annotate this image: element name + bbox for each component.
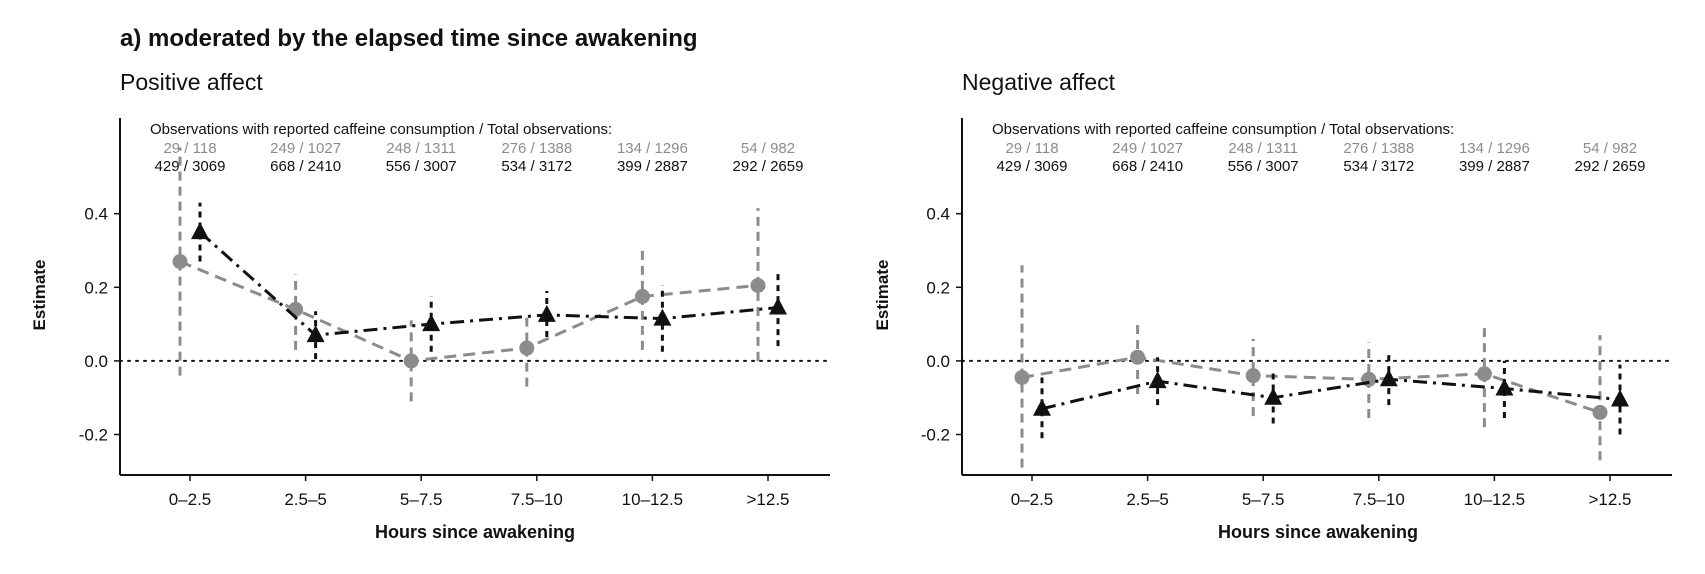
obs-count-caffeine: 249 / 1027: [1112, 140, 1183, 157]
y-tick-label: -0.2: [921, 426, 950, 445]
data-point-circle: [1130, 349, 1146, 365]
y-tick-label: 0.2: [84, 278, 108, 297]
obs-count-total: 556 / 3007: [386, 158, 457, 175]
data-point-circle: [1476, 366, 1492, 382]
panel-title: Positive affect: [120, 69, 263, 95]
series-line-black: [1041, 377, 1621, 411]
panel-positive-affect: Positive affect Observations with report…: [30, 69, 831, 542]
y-tick-label: 0.4: [84, 205, 108, 224]
data-point-circle: [403, 353, 419, 369]
obs-count-total: 292 / 2659: [1575, 158, 1646, 175]
data-point-triangle: [537, 304, 556, 322]
x-tick-label: 2.5–5: [1126, 490, 1169, 509]
x-tick-label: 7.5–10: [1353, 490, 1405, 509]
x-tick-label: 5–7.5: [1242, 490, 1285, 509]
x-tick-label: 0–2.5: [169, 490, 212, 509]
obs-count-total: 534 / 3172: [501, 158, 572, 175]
x-tick-label: 2.5–5: [284, 490, 327, 509]
data-point-circle: [519, 340, 535, 356]
obs-count-total: 668 / 2410: [1112, 158, 1183, 175]
y-tick-label: -0.2: [79, 426, 108, 445]
x-tick-label: 7.5–10: [511, 490, 563, 509]
obs-count-total: 429 / 3069: [997, 158, 1068, 175]
obs-count-total: 429 / 3069: [155, 158, 226, 175]
obs-count-total: 556 / 3007: [1228, 158, 1299, 175]
data-point-triangle: [306, 325, 325, 343]
obs-count-total: 292 / 2659: [733, 158, 804, 175]
data-point-triangle: [653, 308, 672, 326]
obs-count-caffeine: 54 / 982: [1583, 140, 1637, 157]
data-point-triangle: [1379, 369, 1398, 387]
series-line-black: [199, 230, 779, 337]
data-point-circle: [1245, 368, 1261, 384]
data-point-circle: [750, 277, 766, 293]
obs-count-caffeine: 248 / 1311: [1228, 140, 1298, 157]
obs-count-caffeine: 276 / 1388: [501, 140, 572, 157]
y-axis-label: Estimate: [873, 260, 892, 331]
y-tick-label: 0.0: [926, 352, 950, 371]
obs-count-total: 399 / 2887: [617, 158, 688, 175]
obs-count-caffeine: 54 / 982: [741, 140, 795, 157]
obs-count-caffeine: 249 / 1027: [270, 140, 341, 157]
y-axis-label: Estimate: [30, 260, 49, 331]
figure-title: a) moderated by the elapsed time since a…: [120, 25, 698, 52]
obs-header: Observations with reported caffeine cons…: [150, 121, 612, 138]
data-point-triangle: [1033, 398, 1051, 416]
data-point-circle: [634, 289, 650, 304]
obs-count-total: 668 / 2410: [270, 158, 341, 175]
data-point-circle: [1592, 404, 1608, 420]
data-point-triangle: [1611, 389, 1629, 407]
data-point-circle: [172, 254, 188, 270]
obs-count-caffeine: 29 / 118: [1005, 140, 1058, 157]
obs-count-caffeine: 276 / 1388: [1343, 140, 1414, 157]
obs-count-total: 399 / 2887: [1459, 158, 1530, 175]
obs-count-caffeine: 134 / 1296: [1459, 140, 1530, 157]
obs-count-total: 534 / 3172: [1343, 158, 1414, 175]
x-tick-label: 10–12.5: [1464, 490, 1525, 509]
x-tick-label: 10–12.5: [622, 490, 683, 509]
y-tick-label: 0.2: [926, 278, 950, 297]
data-point-triangle: [1495, 378, 1514, 396]
data-point-triangle: [1264, 387, 1283, 405]
data-point-triangle: [1148, 371, 1167, 389]
series-line-gray: [1021, 355, 1601, 414]
panel-negative-affect: Negative affect Observations with report…: [873, 69, 1673, 542]
data-point-triangle: [769, 297, 787, 315]
panel-title: Negative affect: [962, 69, 1116, 95]
obs-count-caffeine: 134 / 1296: [617, 140, 688, 157]
series-line-gray: [179, 260, 759, 363]
x-tick-label: 0–2.5: [1011, 490, 1054, 509]
obs-count-caffeine: 29 / 118: [163, 140, 216, 157]
y-tick-label: 0.0: [84, 352, 108, 371]
data-point-triangle: [191, 222, 209, 240]
x-tick-label: >12.5: [1588, 490, 1631, 509]
obs-count-caffeine: 248 / 1311: [386, 140, 456, 157]
data-point-triangle: [422, 314, 441, 332]
x-axis-label: Hours since awakening: [1218, 522, 1418, 542]
x-tick-label: 5–7.5: [400, 490, 443, 509]
y-tick-label: 0.4: [926, 205, 950, 224]
x-axis-label: Hours since awakening: [375, 522, 575, 542]
data-point-circle: [1014, 369, 1030, 385]
x-tick-label: >12.5: [746, 490, 789, 509]
obs-header: Observations with reported caffeine cons…: [992, 121, 1454, 138]
